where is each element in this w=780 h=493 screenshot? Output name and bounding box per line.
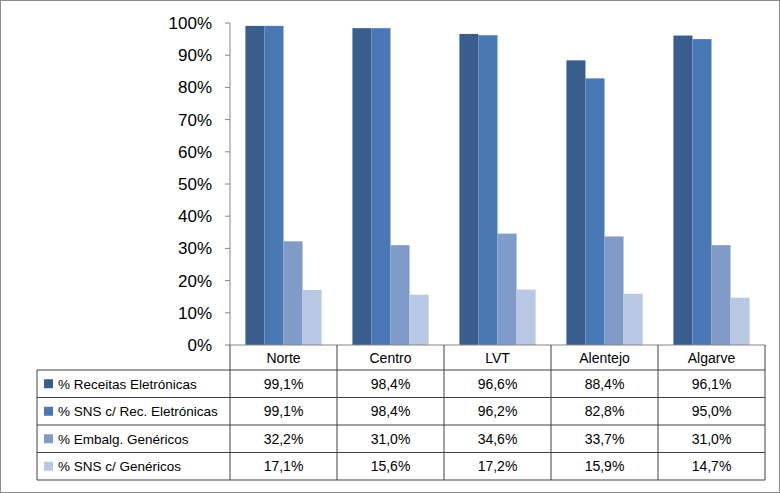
- table-value: 96,1%: [692, 376, 732, 392]
- table-value: 34,6%: [478, 431, 518, 447]
- table-value: 99,1%: [264, 403, 304, 419]
- legend-label: % SNS c/ Genéricos: [58, 459, 181, 474]
- table-value: 82,8%: [585, 403, 625, 419]
- x-tick-label: Centro: [369, 350, 411, 366]
- y-tick: [225, 119, 230, 120]
- bar: [245, 26, 264, 345]
- bar: [585, 78, 604, 345]
- table-value: 15,6%: [371, 458, 411, 474]
- table-line: [337, 345, 338, 480]
- table-value: 98,4%: [371, 403, 411, 419]
- y-tick: [225, 248, 230, 249]
- x-tick-label: Alentejo: [579, 350, 630, 366]
- bar: [605, 236, 624, 345]
- y-tick: [225, 280, 230, 281]
- y-tick-label: 0%: [187, 336, 212, 355]
- bar: [410, 295, 429, 345]
- table-line: [37, 397, 765, 398]
- table-line: [37, 425, 765, 426]
- bar: [371, 28, 390, 345]
- bar: [303, 290, 322, 345]
- legend-key: [44, 407, 53, 416]
- table-value: 99,1%: [264, 376, 304, 392]
- table-value: 95,0%: [692, 403, 732, 419]
- legend-label: % SNS c/ Rec. Eletrónicas: [58, 404, 218, 419]
- y-tick-label: 30%: [178, 239, 212, 258]
- bar: [566, 60, 585, 345]
- y-tick-label: 40%: [178, 207, 212, 226]
- bar: [352, 28, 371, 345]
- table-value: 96,2%: [478, 403, 518, 419]
- legend-label: % Embalg. Genéricos: [58, 432, 189, 447]
- bar: [673, 36, 692, 345]
- table-line: [551, 345, 552, 480]
- bar: [517, 290, 536, 345]
- bar: [459, 34, 478, 345]
- table-value: 15,9%: [585, 458, 625, 474]
- y-tick-label: 10%: [178, 304, 212, 323]
- table-line: [765, 345, 766, 480]
- bar: [478, 35, 497, 345]
- legend-label: % Receitas Eletrónicas: [58, 377, 197, 392]
- bar: [692, 39, 711, 345]
- y-tick-label: 20%: [178, 272, 212, 291]
- table-line: [230, 345, 231, 480]
- table-line: [37, 480, 765, 481]
- y-tick-label: 100%: [169, 14, 212, 33]
- bar: [391, 245, 410, 345]
- chart-frame: [1, 1, 780, 493]
- table-value: 17,2%: [478, 458, 518, 474]
- table-line: [444, 345, 445, 480]
- bar: [624, 294, 643, 345]
- y-tick: [225, 312, 230, 313]
- table-value: 98,4%: [371, 376, 411, 392]
- y-tick: [225, 55, 230, 56]
- y-tick-label: 60%: [178, 143, 212, 162]
- x-tick-label: Algarve: [688, 350, 736, 366]
- y-tick: [225, 151, 230, 152]
- table-line: [658, 345, 659, 480]
- table-value: 32,2%: [264, 431, 304, 447]
- y-tick-label: 50%: [178, 175, 212, 194]
- table-value: 31,0%: [692, 431, 732, 447]
- legend-key: [44, 379, 53, 388]
- legend-key: [44, 462, 53, 471]
- table-value: 96,6%: [478, 376, 518, 392]
- bar: [712, 245, 731, 345]
- y-tick-label: 80%: [178, 78, 212, 97]
- page: {"chart_data": { "type": "bar", "categor…: [0, 0, 780, 493]
- bar: [731, 298, 750, 345]
- table-line: [37, 370, 765, 371]
- bars: [245, 26, 749, 345]
- y-tick: [225, 345, 230, 346]
- bar: [264, 26, 283, 345]
- y-axis-line: [230, 23, 231, 345]
- table-value: 31,0%: [371, 431, 411, 447]
- y-tick: [225, 23, 230, 24]
- x-tick-label: Norte: [266, 350, 300, 366]
- table-value: 14,7%: [692, 458, 732, 474]
- table-value: 33,7%: [585, 431, 625, 447]
- y-tick-label: 90%: [178, 46, 212, 65]
- x-axis-line: [230, 345, 765, 346]
- chart: 0% 10% 20% 30% 40% 50% 60% 70% 80% 90% 100% Norte Ce…: [0, 0, 780, 493]
- y-tick-label: 70%: [178, 111, 212, 130]
- x-tick-label: LVT: [485, 350, 510, 366]
- y-tick: [225, 87, 230, 88]
- legend-key: [44, 434, 53, 443]
- y-tick: [225, 184, 230, 185]
- table-value: 17,1%: [264, 458, 304, 474]
- bar: [284, 241, 303, 345]
- bar: [498, 234, 517, 345]
- table-line: [37, 452, 765, 453]
- table-value: 88,4%: [585, 376, 625, 392]
- y-tick: [225, 216, 230, 217]
